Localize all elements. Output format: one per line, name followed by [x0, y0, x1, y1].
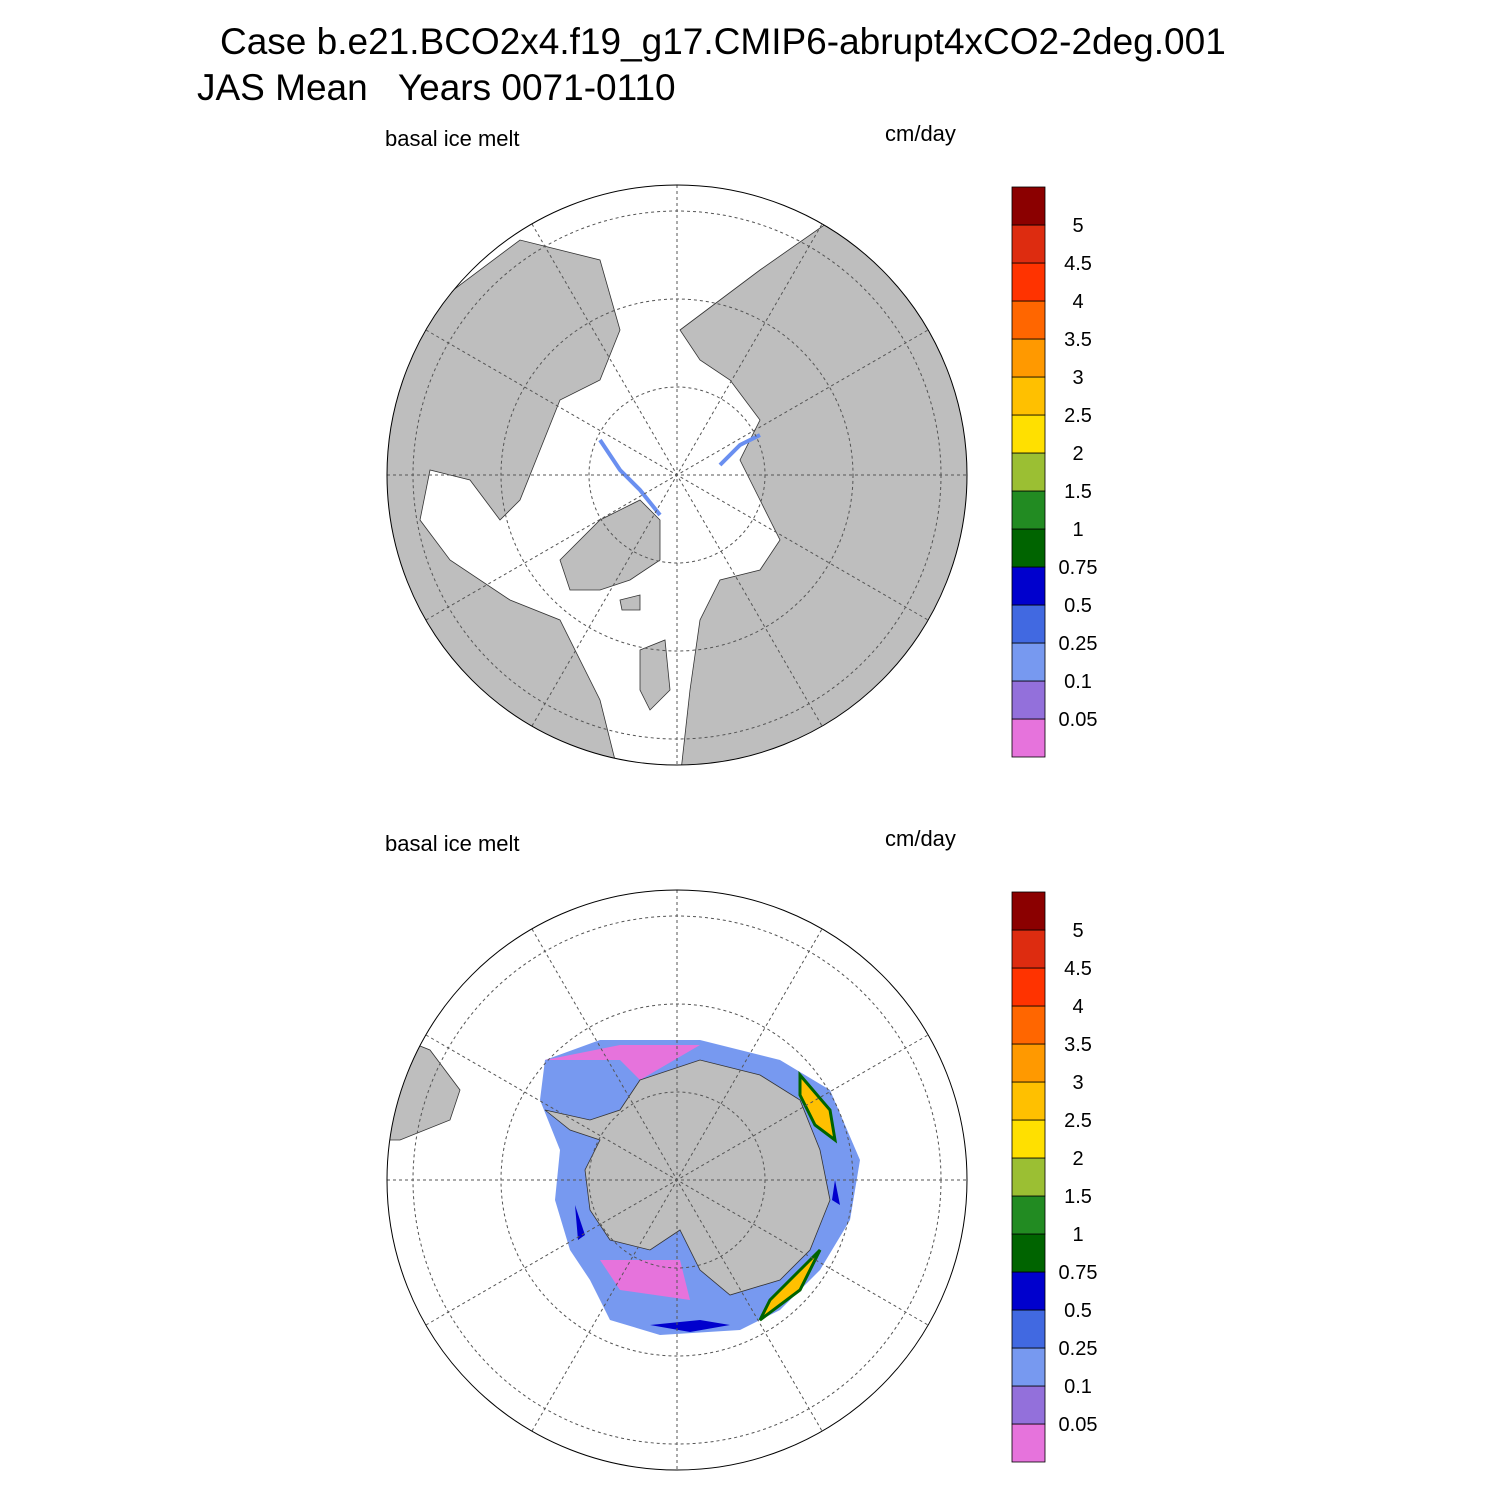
colorbar-box: [1011, 929, 1046, 969]
colorbar-box: [1011, 642, 1046, 682]
colorbar-label: 1: [1072, 1224, 1083, 1246]
colorbar-label: 0.1: [1064, 671, 1092, 693]
colorbar-box: [1011, 1347, 1046, 1387]
colorbar-box: [1011, 1043, 1046, 1083]
colorbar-box: [1011, 490, 1046, 530]
colorbar-box: [1011, 1119, 1046, 1159]
south-grid: [386, 889, 968, 1471]
colorbar-box: [1011, 604, 1046, 644]
colorbar-label: 4: [1072, 996, 1083, 1018]
colorbar-box: [1011, 1195, 1046, 1235]
colorbar-label: 0.25: [1059, 633, 1098, 655]
colorbar-label: 3.5: [1064, 329, 1092, 351]
colorbar-box: [1011, 1309, 1046, 1349]
colorbar-label: 0.5: [1064, 595, 1092, 617]
colorbar-label: 5: [1072, 215, 1083, 237]
colorbar-box: [1011, 967, 1046, 1007]
panel-label: basal ice melt: [385, 831, 520, 856]
colorbar-box: [1011, 338, 1046, 378]
colorbar-label: 3.5: [1064, 1034, 1092, 1056]
colorbar-label: 3: [1072, 1072, 1083, 1094]
colorbar-box: [1011, 452, 1046, 492]
title-line1: Case b.e21.BCO2x4.f19_g17.CMIP6-abrupt4x…: [220, 21, 1226, 62]
colorbar-label: 0.1: [1064, 1376, 1092, 1398]
colorbar-label: 2.5: [1064, 405, 1092, 427]
colorbar-label: 0.25: [1059, 1338, 1098, 1360]
panel-units: cm/day: [885, 826, 956, 851]
colorbar-box: [1011, 891, 1046, 931]
colorbar-label: 5: [1072, 920, 1083, 942]
colorbar-label: 0.05: [1059, 709, 1098, 731]
colorbar-label: 0.75: [1059, 557, 1098, 579]
colorbar-box: [1011, 1005, 1046, 1045]
colorbar-box: [1011, 566, 1046, 606]
colorbar-box: [1011, 1271, 1046, 1311]
colorbar-box: [1011, 262, 1046, 302]
colorbar-label: 0.75: [1059, 1262, 1098, 1284]
north-grid: [386, 184, 968, 766]
panel-label: basal ice melt: [385, 126, 520, 151]
north-map: [387, 199, 967, 765]
colorbar-box: [1011, 718, 1046, 758]
colorbar-box: [1011, 1385, 1046, 1425]
colorbar-label: 2: [1072, 443, 1083, 465]
colorbar-box: [1011, 528, 1046, 568]
colorbar-box: [1011, 1081, 1046, 1121]
colorbar-label: 0.5: [1064, 1300, 1092, 1322]
colorbar-label: 1.5: [1064, 1186, 1092, 1208]
south-map: [387, 1029, 860, 1335]
colorbar-box: [1011, 414, 1046, 454]
colorbar-label: 2: [1072, 1148, 1083, 1170]
colorbar-box: [1011, 300, 1046, 340]
title-line2: JAS Mean Years 0071-0110: [197, 67, 676, 108]
colorbar-box: [1011, 680, 1046, 720]
colorbar-box: [1011, 376, 1046, 416]
colorbar-label: 1: [1072, 519, 1083, 541]
colorbar-label: 3: [1072, 367, 1083, 389]
colorbar-label: 4.5: [1064, 253, 1092, 275]
colorbar-label: 4: [1072, 291, 1083, 313]
colorbar-box: [1011, 224, 1046, 264]
colorbar-label: 2.5: [1064, 1110, 1092, 1132]
colorbar-label: 4.5: [1064, 958, 1092, 980]
colorbar-label: 1.5: [1064, 481, 1092, 503]
colorbar-box: [1011, 1233, 1046, 1273]
colorbar-box: [1011, 1157, 1046, 1197]
colorbar-label: 0.05: [1059, 1414, 1098, 1436]
colorbar-box: [1011, 1423, 1046, 1463]
panel-units: cm/day: [885, 121, 956, 146]
colorbar-box: [1011, 186, 1046, 226]
